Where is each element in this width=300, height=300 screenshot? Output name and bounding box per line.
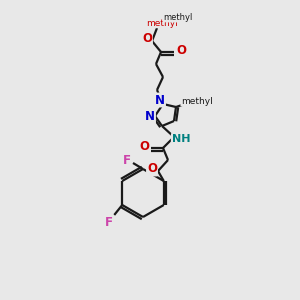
Text: O: O — [176, 44, 186, 56]
Text: O: O — [147, 163, 157, 176]
Text: F: F — [105, 215, 113, 229]
Text: N: N — [145, 110, 155, 122]
Text: F: F — [123, 154, 131, 166]
Text: methyl: methyl — [146, 19, 178, 28]
Text: methyl: methyl — [181, 97, 213, 106]
Text: N: N — [155, 94, 165, 106]
Text: methyl: methyl — [163, 13, 192, 22]
Text: NH: NH — [172, 134, 190, 144]
Text: O: O — [139, 140, 149, 152]
Text: O: O — [142, 32, 152, 44]
